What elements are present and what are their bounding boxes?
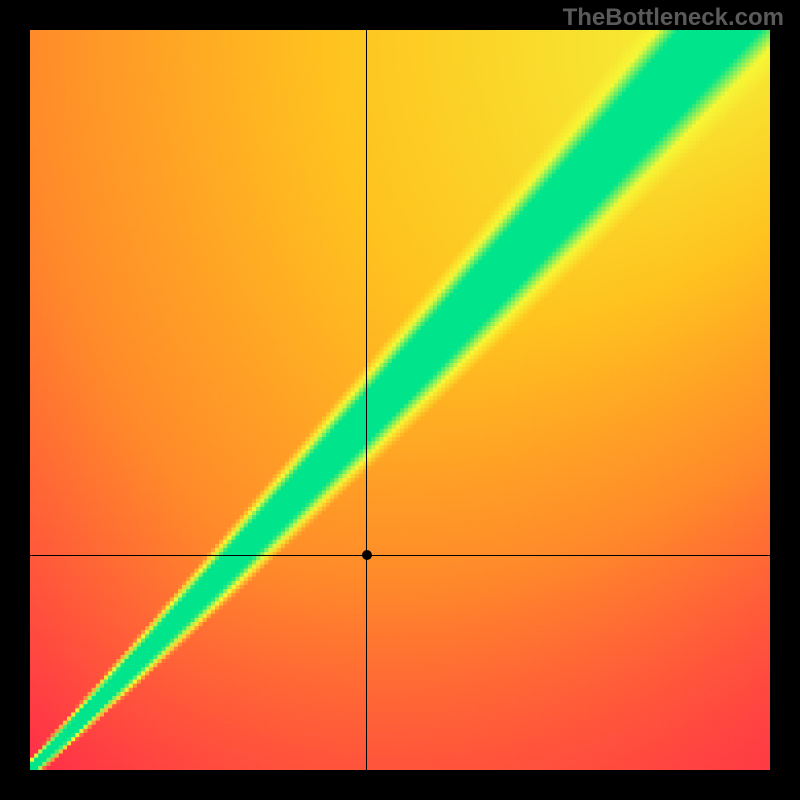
crosshair-horizontal bbox=[30, 555, 770, 556]
watermark-text: TheBottleneck.com bbox=[563, 4, 784, 32]
bottleneck-heatmap bbox=[30, 30, 770, 770]
crosshair-vertical bbox=[366, 30, 367, 770]
chart-container: TheBottleneck.com bbox=[0, 0, 800, 800]
